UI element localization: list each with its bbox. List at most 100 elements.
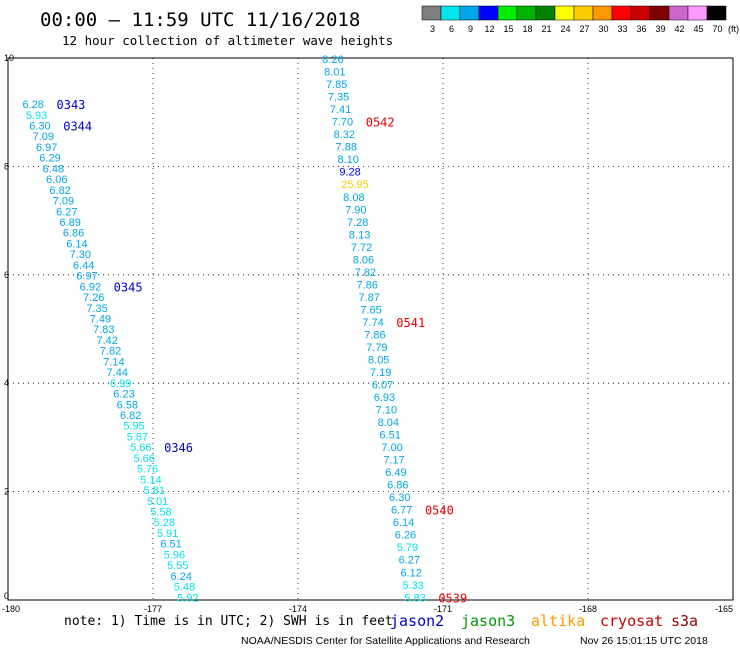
wave-height-value: 5.96 [164, 549, 185, 561]
mission-jason3: jason3 [461, 612, 515, 630]
scale-swatch [649, 5, 670, 21]
scale-swatch [497, 5, 518, 21]
x-tick-label: -171 [434, 604, 452, 614]
wave-height-value: 7.82 [355, 267, 376, 279]
wave-height-value: 7.35 [328, 92, 349, 104]
wave-height-value: 6.23 [113, 389, 134, 401]
scale-swatch [554, 5, 575, 21]
wave-height-value: 9.28 [339, 167, 360, 179]
wave-height-value: 7.42 [96, 335, 117, 347]
y-tick-label: 10 [4, 53, 14, 63]
mission-s3a: s3a [671, 612, 698, 630]
wave-height-value: 7.90 [345, 204, 366, 216]
wave-height-value: 6.89 [59, 217, 80, 229]
wave-height-value: 6.30 [29, 121, 50, 133]
wave-height-value: 8.05 [368, 354, 389, 366]
wave-height-value: 7.65 [360, 304, 381, 316]
scale-label: 30 [598, 24, 608, 34]
track-cryosat: 8.268.017.857.357.417.708.327.888.109.28… [322, 54, 467, 605]
wave-height-value: 7.09 [53, 196, 74, 208]
wave-height-value: 5.92 [177, 592, 198, 604]
plot-area: -180 -177 -174 -171 -168 -165 0 2 4 6 8 10 6.285.93… [2, 53, 734, 614]
wave-height-value: 6.14 [393, 517, 414, 529]
track-jason2: 6.285.936.307.096.976.296.486.066.827.09… [23, 98, 199, 604]
y-tick-label: 2 [4, 487, 9, 497]
wave-height-value: 7.09 [33, 131, 54, 143]
wave-height-value: 8.10 [337, 154, 358, 166]
scale-swatch [478, 5, 499, 21]
wave-height-value: 6.28 [23, 99, 44, 111]
pass-time-label: 0344 [63, 120, 92, 134]
scale-swatch [459, 5, 480, 21]
wave-height-value: 5.14 [140, 474, 161, 486]
wave-height-value: 6.51 [160, 539, 181, 551]
wave-height-value: 7.88 [336, 142, 357, 154]
scale-label: 9 [468, 24, 473, 34]
wave-height-value: 8.06 [353, 254, 374, 266]
scale-swatch [440, 5, 461, 21]
mission-legend: jason2 jason3 altika cryosat s3a [390, 612, 698, 630]
wave-height-value: 6.86 [63, 228, 84, 240]
map-subtitle: 12 hour collection of altimeter wave hei… [62, 33, 393, 48]
scale-label: 21 [541, 24, 551, 34]
wave-height-value: 6.49 [385, 467, 406, 479]
footer-note: note: 1) Time is in UTC; 2) SWH is in fe… [64, 614, 393, 629]
map-title: 00:00 – 11:59 UTC 11/16/2018 [40, 9, 360, 31]
y-tick-label: 6 [4, 270, 9, 280]
wave-height-value: 7.35 [86, 303, 107, 315]
wave-height-value: 5.01 [147, 496, 168, 508]
pass-time-label: 0540 [425, 504, 454, 518]
wave-height-value: 7.86 [357, 279, 378, 291]
wave-height-value: 8.04 [378, 417, 399, 429]
wave-height-value: 7.41 [330, 104, 351, 116]
wave-height-value: 6.51 [379, 430, 400, 442]
pass-time-label: 0541 [396, 316, 425, 330]
scale-label: 45 [693, 24, 703, 34]
wave-height-value: 5.66 [130, 442, 151, 454]
wave-height-value: 7.17 [383, 455, 404, 467]
wave-height-value: 6.27 [56, 206, 77, 218]
x-tick-label: -174 [289, 604, 307, 614]
wave-height-value: 6.93 [374, 392, 395, 404]
scale-label: 42 [674, 24, 684, 34]
x-tick-label: -168 [579, 604, 597, 614]
wave-height-value: 7.00 [381, 442, 402, 454]
scale-label: 6 [449, 24, 454, 34]
pass-time-label: 0343 [57, 98, 86, 112]
wave-height-value: 8.32 [334, 129, 355, 141]
wave-height-value: 7.79 [366, 342, 387, 354]
wave-height-value: 5.91 [157, 528, 178, 540]
wave-height-value: 5.81 [144, 485, 165, 497]
wave-height-value: 5.66 [133, 453, 154, 465]
scale-label: 39 [655, 24, 665, 34]
wave-height-value: 7.28 [347, 217, 368, 229]
scale-swatch [611, 5, 632, 21]
scale-label: 18 [522, 24, 532, 34]
wave-height-value: 8.08 [343, 192, 364, 204]
scale-swatch [516, 5, 537, 21]
scale-label: (ft) [728, 24, 739, 34]
scale-label: 3 [430, 24, 435, 34]
wave-height-value: 6.77 [391, 505, 412, 517]
wave-height-value: 7.44 [107, 367, 128, 379]
wave-height-value: 5.76 [137, 464, 158, 476]
timestamp: Nov 26 15:01:15 UTC 2018 [580, 635, 708, 647]
wave-height-value: 6.30 [389, 492, 410, 504]
wave-height-value: 5.93 [26, 110, 47, 122]
scale-swatch [573, 5, 594, 21]
wave-height-value: 8.13 [349, 229, 370, 241]
y-tick-label: 4 [4, 378, 9, 388]
wave-height-value: 7.10 [376, 405, 397, 417]
wave-height-value: 25.95 [341, 179, 369, 191]
scale-swatch [421, 5, 442, 21]
wave-height-value: 7.85 [326, 79, 347, 91]
wave-height-value: 6.24 [170, 571, 191, 583]
axis-ticks: -180 -177 -174 -171 -168 -165 0 2 4 6 8 10 [2, 53, 733, 614]
wave-height-value: 8.01 [324, 67, 345, 79]
grid-lines [8, 58, 734, 600]
wave-height-value: 7.82 [100, 346, 121, 358]
wave-height-value: 6.97 [76, 271, 97, 283]
wave-height-value: 7.14 [103, 356, 124, 368]
wave-height-value: 7.49 [90, 314, 111, 326]
pass-time-label: 0346 [164, 441, 193, 455]
